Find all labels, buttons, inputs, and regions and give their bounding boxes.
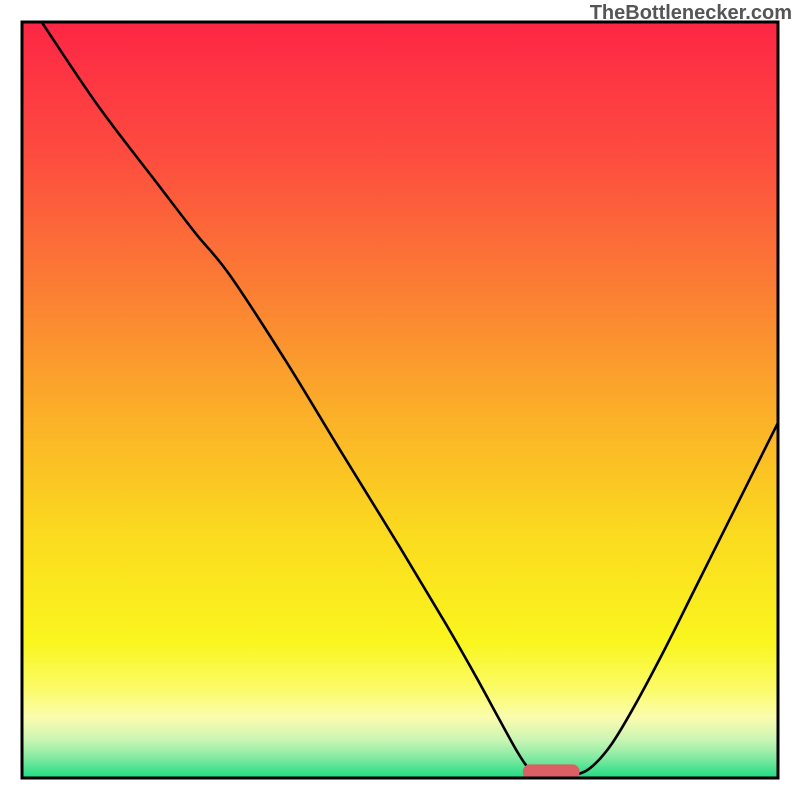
watermark-text: TheBottlenecker.com <box>590 2 792 25</box>
figure-container: TheBottlenecker.com <box>0 0 800 800</box>
plot-background <box>22 22 778 778</box>
bottleneck-chart <box>0 0 800 800</box>
